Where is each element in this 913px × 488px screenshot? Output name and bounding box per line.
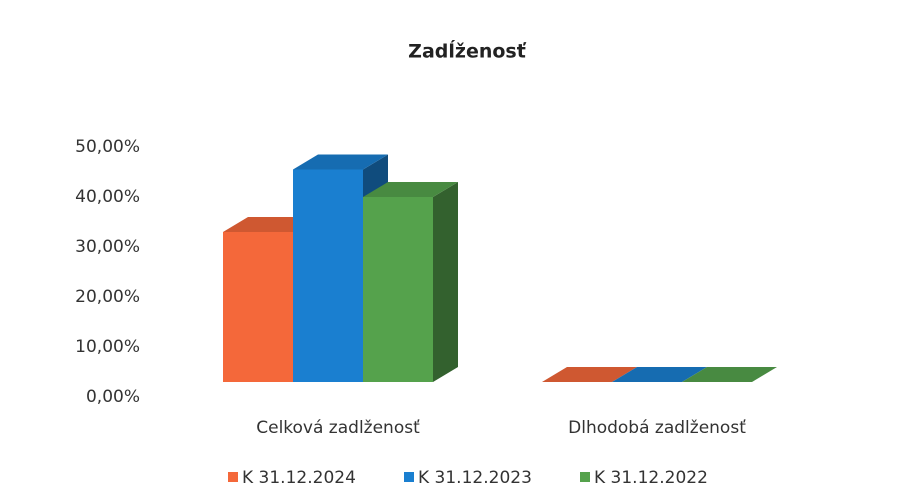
bar-front xyxy=(293,169,363,382)
bar-side xyxy=(433,182,458,382)
legend-label: K 31.12.2022 xyxy=(594,468,708,488)
y-tick-label: 10,00% xyxy=(75,337,140,357)
bar-top xyxy=(293,154,388,170)
bar-front xyxy=(363,197,433,382)
bar-top xyxy=(542,367,637,382)
legend-swatch xyxy=(404,472,414,482)
bar-front xyxy=(223,232,293,382)
y-tick-label: 30,00% xyxy=(75,237,140,257)
y-tick-label: 0,00% xyxy=(86,387,140,407)
y-tick-label: 40,00% xyxy=(75,187,140,207)
x-tick-label: Celková zadlženosť xyxy=(256,418,420,438)
y-tick-label: 50,00% xyxy=(75,137,140,157)
legend-label: K 31.12.2023 xyxy=(418,468,532,488)
bar-top xyxy=(612,367,707,382)
bar-top xyxy=(682,367,777,382)
y-tick-label: 20,00% xyxy=(75,287,140,307)
legend-swatch xyxy=(580,472,590,482)
bar-top xyxy=(363,182,458,197)
chart-title: Zadĺženosť xyxy=(408,40,527,63)
x-tick-label: Dlhodobá zadlženosť xyxy=(568,418,746,438)
legend-label: K 31.12.2024 xyxy=(242,468,356,488)
legend-swatch xyxy=(228,472,238,482)
